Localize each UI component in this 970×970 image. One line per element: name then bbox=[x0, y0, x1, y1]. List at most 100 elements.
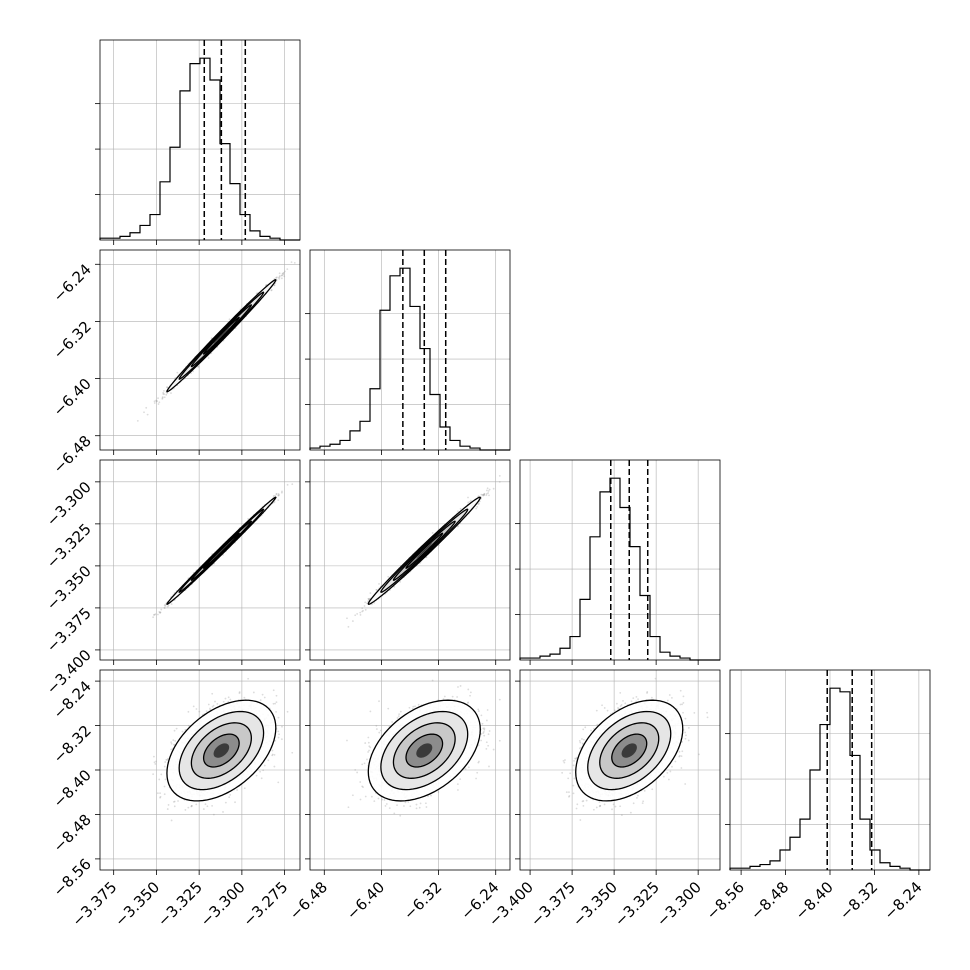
sample-point bbox=[162, 393, 165, 395]
sample-point bbox=[163, 389, 165, 392]
sample-point bbox=[160, 608, 163, 611]
sample-point bbox=[153, 400, 156, 403]
sample-point bbox=[278, 277, 281, 280]
sample-point bbox=[163, 396, 166, 399]
sample-point bbox=[176, 371, 179, 374]
sample-point bbox=[228, 318, 231, 321]
sample-point bbox=[210, 337, 213, 340]
sample-point bbox=[166, 386, 168, 389]
density-level-4 bbox=[213, 327, 230, 344]
sample-point bbox=[282, 271, 285, 274]
hist-panel-1 bbox=[305, 249, 511, 451]
hist-frame-1 bbox=[309, 249, 511, 451]
sample-point bbox=[280, 274, 283, 277]
sample-point bbox=[163, 604, 166, 607]
sample-point bbox=[190, 372, 192, 375]
sample-point bbox=[207, 357, 210, 359]
sample-point bbox=[153, 613, 156, 616]
hist-frame-0 bbox=[99, 39, 301, 241]
sample-point bbox=[162, 391, 165, 394]
sample-point bbox=[282, 273, 285, 276]
sample-point bbox=[154, 613, 157, 616]
hist-panel-2 bbox=[515, 459, 721, 661]
sample-point bbox=[277, 499, 280, 501]
sample-point bbox=[167, 604, 170, 607]
sample-point bbox=[197, 365, 200, 368]
sample-point bbox=[158, 611, 161, 613]
sample-point bbox=[273, 284, 276, 287]
sample-point bbox=[192, 370, 195, 373]
pair-panel-2-0 bbox=[99, 459, 301, 661]
sample-point bbox=[165, 393, 168, 396]
hist-outline-0 bbox=[99, 57, 300, 241]
sample-point bbox=[163, 393, 166, 395]
sample-point bbox=[166, 392, 169, 395]
sample-point bbox=[291, 483, 294, 486]
sample-point bbox=[275, 276, 278, 279]
hist-outline-2 bbox=[519, 477, 720, 661]
sample-point bbox=[282, 272, 284, 275]
sample-point bbox=[283, 270, 286, 273]
sample-point bbox=[280, 277, 283, 280]
sample-point bbox=[277, 492, 280, 495]
sample-point bbox=[136, 419, 139, 422]
sample-point bbox=[161, 397, 164, 400]
pair-content-2-0 bbox=[152, 471, 300, 619]
sample-point bbox=[286, 268, 289, 271]
sample-point bbox=[275, 493, 278, 496]
sample-point bbox=[277, 494, 280, 497]
sample-point bbox=[156, 613, 159, 616]
pair-grid-2-0 bbox=[100, 460, 300, 660]
pair-frame-1-0 bbox=[99, 249, 301, 451]
sample-point bbox=[161, 397, 164, 399]
sample-point bbox=[277, 276, 280, 279]
sample-point bbox=[278, 276, 281, 278]
sample-point bbox=[197, 365, 199, 368]
sample-point bbox=[158, 401, 161, 404]
sample-point bbox=[161, 396, 164, 398]
sample-point bbox=[164, 605, 167, 607]
sample-point bbox=[278, 494, 280, 496]
sample-point bbox=[159, 611, 161, 614]
sample-point bbox=[170, 603, 173, 605]
hist-outline-1 bbox=[309, 267, 510, 451]
sample-point bbox=[155, 400, 158, 403]
sample-point bbox=[255, 292, 258, 295]
sample-point bbox=[163, 606, 166, 609]
hist-panel-0 bbox=[95, 39, 301, 241]
sample-point bbox=[283, 275, 286, 278]
sample-point bbox=[293, 261, 296, 264]
sample-point bbox=[270, 289, 273, 292]
sample-point bbox=[275, 276, 277, 279]
sample-point bbox=[281, 274, 284, 277]
sample-point bbox=[159, 611, 161, 614]
sample-point bbox=[278, 275, 281, 277]
sample-point bbox=[281, 272, 284, 275]
sample-point bbox=[166, 605, 169, 608]
sample-point bbox=[273, 284, 276, 287]
sample-point bbox=[153, 402, 156, 404]
hist-grid-2 bbox=[520, 460, 720, 660]
sample-point bbox=[286, 483, 289, 486]
sample-point bbox=[170, 392, 172, 394]
sample-point bbox=[270, 289, 273, 291]
sample-point bbox=[156, 400, 158, 402]
sample-point bbox=[290, 261, 293, 263]
sample-point bbox=[155, 399, 157, 402]
sample-point bbox=[146, 413, 149, 416]
hist-grid-0 bbox=[100, 40, 300, 240]
sample-point bbox=[143, 411, 145, 414]
sample-point bbox=[157, 403, 160, 405]
pair-content-1-0 bbox=[136, 261, 296, 422]
sample-point bbox=[280, 491, 283, 494]
hist-panel-3 bbox=[725, 669, 931, 871]
sample-point bbox=[163, 607, 166, 610]
sample-point bbox=[272, 494, 275, 497]
sample-point bbox=[145, 406, 148, 409]
sample-point bbox=[157, 397, 159, 400]
sample-point bbox=[281, 490, 283, 493]
sample-point bbox=[274, 494, 276, 497]
sample-point bbox=[278, 272, 281, 275]
sample-point bbox=[247, 518, 250, 520]
